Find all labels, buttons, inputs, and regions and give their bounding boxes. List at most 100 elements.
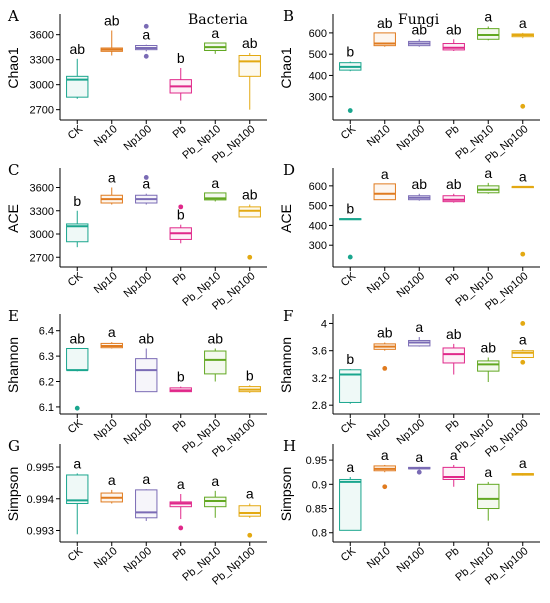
box-Np10: a	[373, 166, 396, 201]
x-tick-label: Pb	[171, 545, 189, 563]
panel-letter: F	[283, 307, 293, 325]
y-tick-label: 2700	[30, 105, 54, 117]
box-CK: a	[339, 459, 362, 531]
outlier-point	[382, 366, 388, 371]
y-tick-label: 0.993	[26, 525, 54, 537]
y-tick-label: 0.995	[26, 462, 54, 474]
outlier-point	[520, 251, 526, 257]
significance-label: ab	[138, 330, 154, 346]
y-tick-label: 3600	[30, 30, 54, 42]
box-iqr	[204, 192, 227, 201]
significance-label: a	[415, 449, 423, 465]
x-tick-label: Pb	[171, 123, 189, 141]
x-tick-label: Np10	[92, 417, 120, 443]
y-tick-label: 2.8	[312, 400, 327, 412]
x-tick-label: Pb	[171, 417, 189, 435]
box-iqr	[66, 474, 89, 505]
box-iqr	[66, 75, 89, 98]
box-Np10: a	[100, 324, 123, 349]
x-tick-label: Np100	[395, 123, 428, 153]
significance-label: ab	[377, 325, 393, 341]
box-Pb: ab	[442, 326, 465, 375]
significance-label: ab	[446, 21, 462, 37]
significance-label: b	[346, 200, 354, 216]
x-tick-label: Np10	[365, 417, 393, 443]
box-iqr	[442, 43, 465, 51]
box-Pb: a	[169, 476, 192, 531]
y-tick-label: 600	[309, 181, 327, 193]
panel-letter: A	[7, 7, 19, 25]
significance-label: a	[142, 176, 150, 192]
box-iqr	[238, 505, 261, 517]
box-CK: b	[339, 200, 362, 260]
significance-label: ab	[446, 176, 462, 192]
column-title-bacteria: Bacteria	[188, 12, 248, 28]
x-tick-label: Pb	[444, 417, 462, 435]
significance-label: ab	[69, 41, 85, 57]
significance-label: b	[246, 367, 254, 383]
significance-label: a	[142, 471, 150, 487]
x-tick-label: Np10	[92, 123, 120, 149]
significance-label: b	[177, 207, 185, 223]
outlier-point	[520, 359, 526, 365]
y-tick-label: 500	[309, 49, 327, 61]
significance-label: a	[211, 175, 219, 191]
y-tick-label: 3000	[30, 80, 54, 92]
x-tick-label: Np100	[395, 417, 428, 447]
outlier-point	[178, 525, 184, 531]
y-tick-label: 300	[309, 92, 327, 104]
y-tick-label: 400	[309, 70, 327, 82]
x-tick-label: CK	[339, 123, 359, 142]
x-tick-label: Np100	[122, 417, 155, 447]
significance-label: a	[177, 476, 185, 492]
x-tick-label: Np100	[122, 270, 155, 300]
box-iqr	[135, 358, 158, 393]
y-tick-label: 500	[309, 201, 327, 213]
box-CK: b	[339, 44, 362, 113]
box-iqr	[477, 483, 500, 510]
box-Np100: a	[135, 175, 158, 205]
box-Np10: a	[100, 472, 123, 504]
significance-label: b	[346, 44, 354, 60]
x-tick-label: Pb	[444, 545, 462, 563]
outlier-point	[520, 103, 526, 109]
outlier-point	[247, 532, 253, 538]
x-tick-label: Np100	[395, 270, 428, 300]
outlier-point	[74, 405, 80, 411]
y-tick-label: 3300	[30, 55, 54, 67]
x-tick-label: CK	[66, 545, 86, 564]
x-tick-label: CK	[339, 417, 359, 436]
significance-label: a	[415, 319, 423, 335]
x-tick-label: Pb	[444, 270, 462, 288]
y-axis-label: Simpson	[278, 467, 294, 521]
x-tick-label: Np10	[365, 270, 393, 296]
x-tick-label: CK	[66, 417, 86, 436]
significance-label: a	[519, 15, 527, 31]
significance-label: ab	[242, 187, 258, 203]
outlier-point	[382, 484, 388, 490]
box-Np100: a	[135, 23, 158, 59]
box-iqr	[339, 478, 362, 531]
significance-label: a	[108, 170, 116, 186]
x-tick-label: CK	[66, 123, 86, 142]
x-tick-label: Np100	[395, 545, 428, 575]
box-iqr	[373, 183, 396, 201]
y-tick-label: 4	[321, 318, 327, 330]
significance-label: a	[484, 464, 492, 480]
y-tick-label: 6.2	[39, 377, 54, 389]
significance-label: a	[246, 486, 254, 502]
panel-letter: C	[8, 161, 19, 179]
significance-label: a	[519, 331, 527, 347]
significance-label: ab	[480, 340, 496, 356]
y-tick-label: 2700	[30, 252, 54, 264]
outlier-point	[347, 254, 353, 260]
box-Pb_Np100: a	[511, 321, 534, 365]
box-iqr	[66, 223, 89, 243]
box-Np100: a	[408, 449, 431, 475]
significance-label: b	[177, 369, 185, 385]
significance-label: ab	[207, 330, 223, 346]
